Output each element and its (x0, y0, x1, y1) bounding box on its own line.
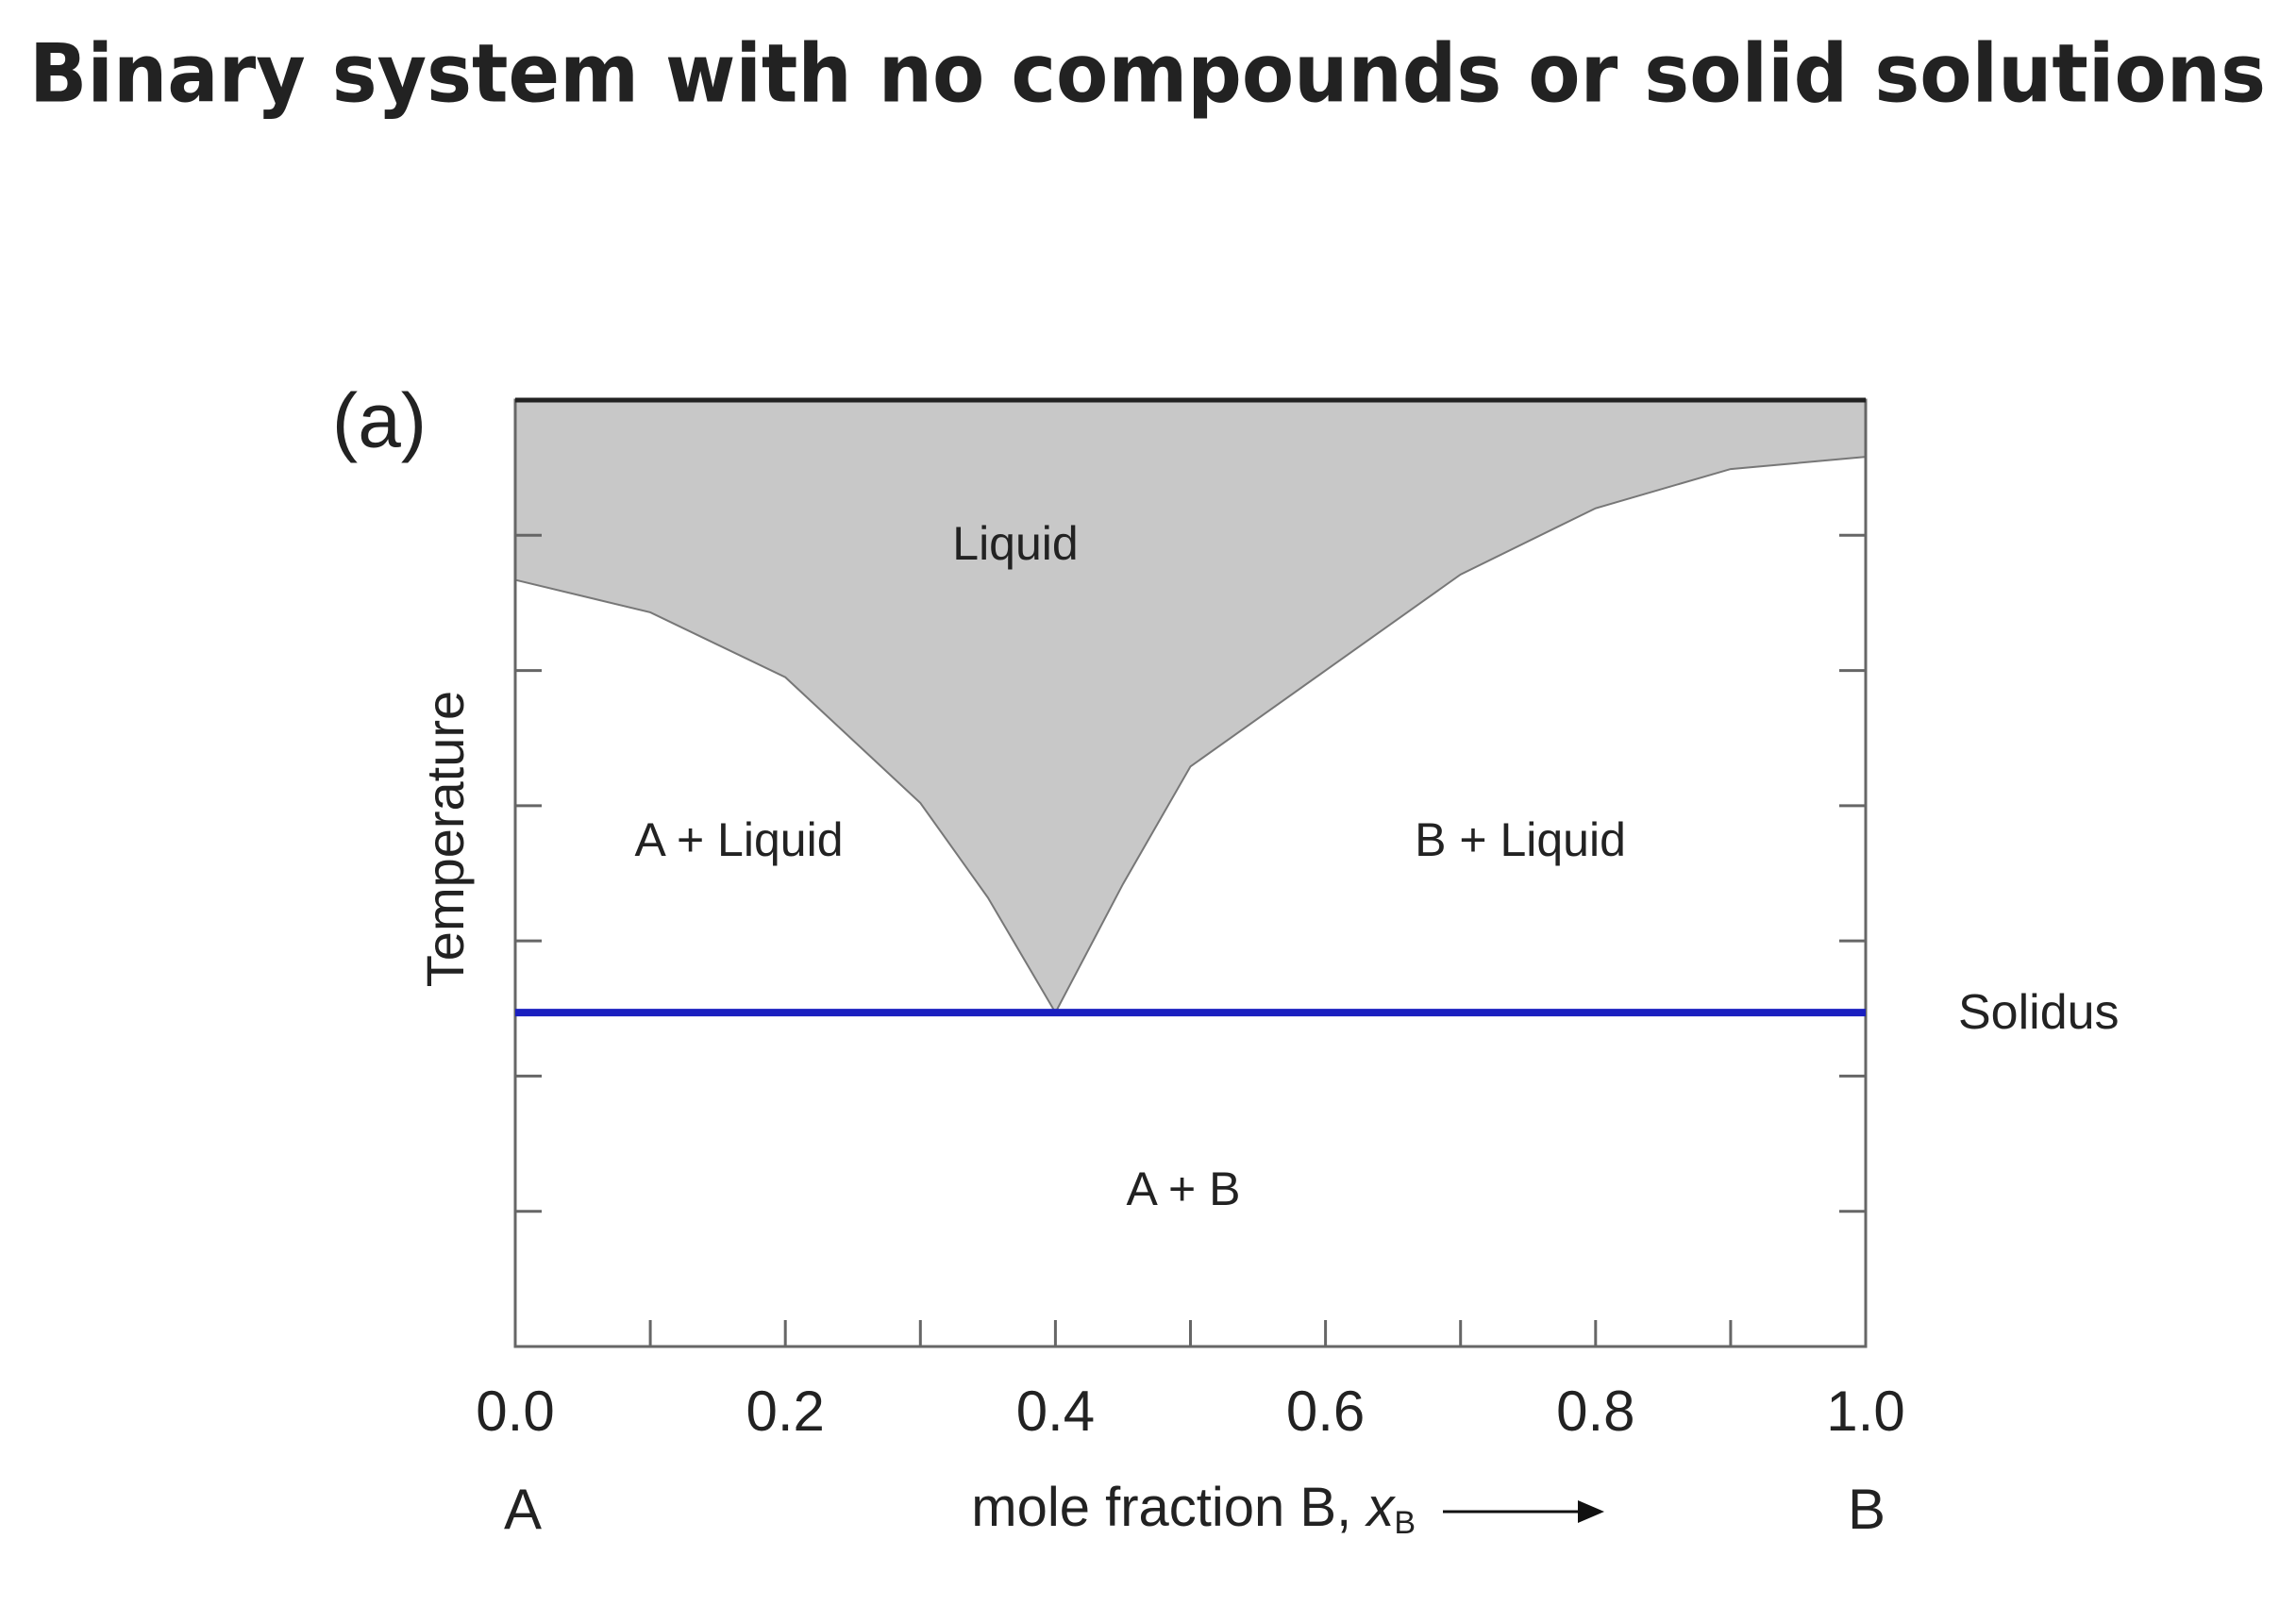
x-tick-label: 1.0 (1826, 1380, 1904, 1443)
y-axis-label: Temperature (415, 691, 475, 987)
liquid-region (515, 400, 1866, 1013)
region-label: A + B (1127, 1163, 1241, 1215)
region-label: A + Liquid (634, 813, 843, 866)
series-label: Solidus (1958, 985, 2120, 1040)
region-label: Liquid (952, 517, 1078, 570)
x-axis-subscript: B (1394, 1505, 1416, 1541)
x-tick-label: 0.4 (1016, 1380, 1095, 1443)
x-tick-label: 0.2 (746, 1380, 824, 1443)
arrow (1443, 1500, 1604, 1523)
x-axis-label-text: mole fraction B, (971, 1477, 1366, 1538)
x-tick-label: 0.6 (1286, 1380, 1365, 1443)
panel-label: (a) (332, 378, 427, 464)
x-tick-label: 0.8 (1556, 1380, 1634, 1443)
region-label: B + Liquid (1415, 813, 1626, 866)
chart-title: Binary system with no compounds or solid… (29, 26, 2266, 121)
x-axis-label: mole fraction B, xB (971, 1477, 1416, 1541)
end-label: B (1848, 1478, 1885, 1541)
end-label: A (504, 1478, 542, 1541)
x-tick-label: 0.0 (476, 1380, 554, 1443)
x-axis-variable: x (1364, 1477, 1396, 1538)
liquidus-line (514, 456, 1867, 1015)
arrow-head (1578, 1500, 1604, 1523)
